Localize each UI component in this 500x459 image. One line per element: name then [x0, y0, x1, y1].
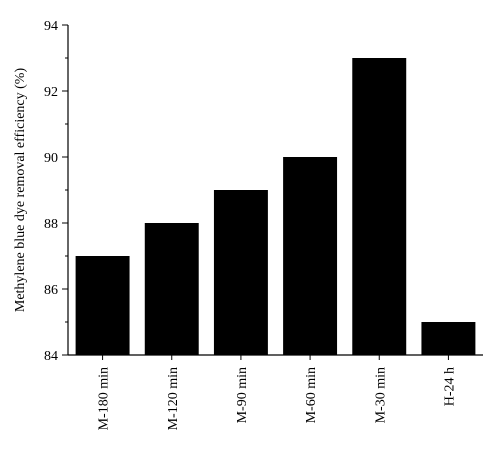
bar-m-90-min [213, 190, 268, 355]
y-tick-label: 86 [44, 283, 58, 298]
bar-m-120-min [144, 223, 199, 355]
bar-h-24-h [421, 322, 476, 355]
y-tick-label: 94 [44, 19, 58, 34]
bar-m-60-min [283, 157, 338, 355]
x-tick-label: M-90 min [235, 367, 250, 423]
bar-m-30-min [352, 58, 407, 355]
bar-m-180-min [75, 256, 130, 355]
axes-group [67, 25, 483, 356]
y-tick-label: 92 [44, 85, 58, 100]
y-tick-label: 84 [44, 349, 58, 364]
y-tick-label: 90 [44, 151, 58, 166]
x-tick-label: M-30 min [373, 367, 388, 423]
y-ticks-group: 84 86 88 90 92 94 [44, 19, 68, 364]
y-axis-title: Methylene blue dye removal efficiency (%… [13, 68, 28, 313]
x-tick-label: M-60 min [304, 367, 319, 423]
y-tick-label: 88 [44, 217, 58, 232]
x-ticks-group: M-180 min M-120 min M-90 min M-60 min M-30 m… [97, 355, 457, 430]
bars-group [75, 58, 476, 355]
x-tick-label: M-180 min [97, 367, 112, 430]
x-tick-label: M-120 min [166, 367, 181, 430]
x-tick-label: H-24 h [442, 367, 457, 406]
